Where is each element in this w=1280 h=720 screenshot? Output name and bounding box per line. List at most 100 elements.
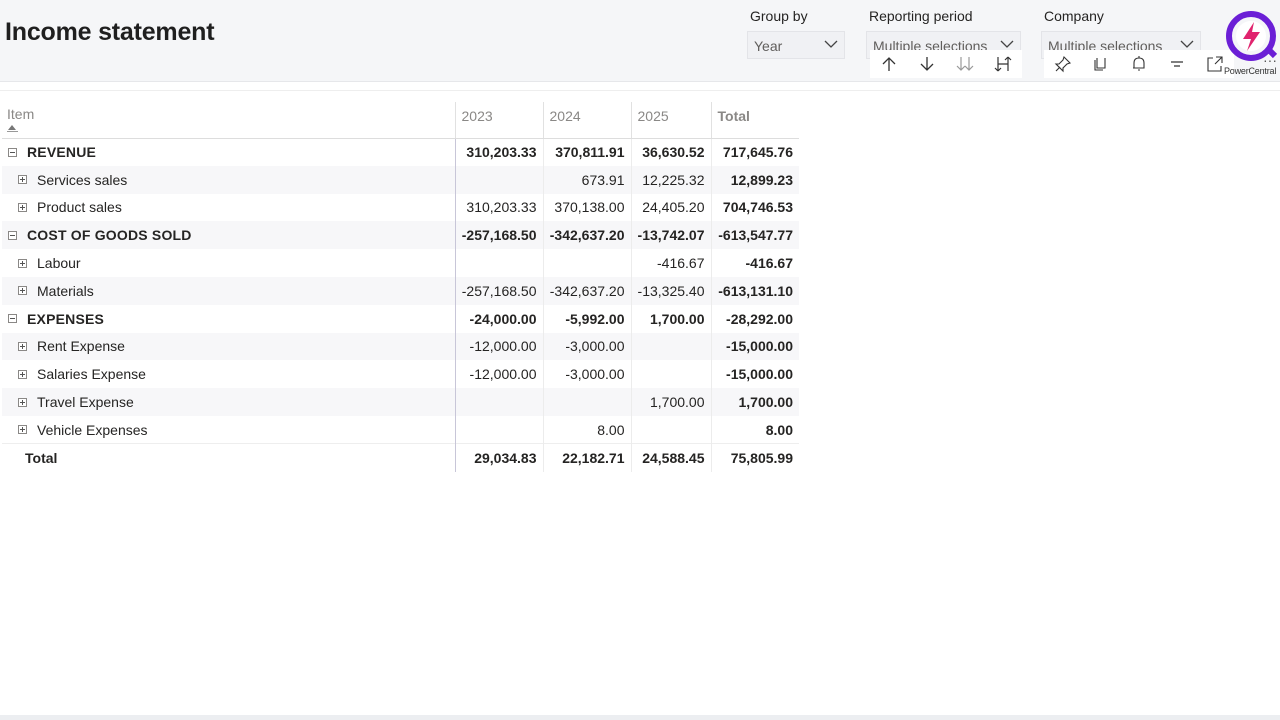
- row-label: Labour: [37, 255, 81, 272]
- value-cell: 12,225.32: [630, 165, 711, 194]
- power-central-logo-icon: [1223, 10, 1279, 76]
- collapse-icon[interactable]: [8, 147, 17, 157]
- row-header: Rent Expense: [2, 332, 455, 361]
- collapse-icon[interactable]: [8, 230, 17, 240]
- row-header: REVENUE: [2, 138, 455, 166]
- drill-down-button[interactable]: [915, 52, 939, 76]
- expand-icon[interactable]: [18, 369, 27, 379]
- expand-icon[interactable]: [18, 425, 27, 435]
- column-header-2024[interactable]: 2024: [542, 102, 631, 139]
- matrix-visual: [0, 90, 1280, 718]
- group-by-label: Group by: [750, 8, 808, 24]
- drill-mode-button[interactable]: [991, 52, 1015, 76]
- filter-button[interactable]: [1165, 52, 1189, 76]
- arrow-down-icon: [920, 57, 934, 71]
- row-header: Salaries Expense: [2, 360, 455, 388]
- group-row: EXPENSES -24,000.00 -5,992.00 1,700.00 -28,2…: [2, 304, 799, 333]
- pin-button[interactable]: [1051, 52, 1075, 76]
- visual-toolbar: [870, 50, 1022, 78]
- group-by-value: Year: [754, 38, 783, 54]
- pin-icon: [1054, 55, 1072, 73]
- grand-total-cell: 75,805.99: [710, 443, 799, 472]
- row-label: Vehicle Expenses: [37, 421, 148, 438]
- table-row: Materials -257,168.50 -342,637.20 -13,325.4…: [2, 276, 799, 305]
- row-label: Rent Expense: [37, 338, 125, 355]
- table-row: Labour -416.67 -416.67: [2, 249, 799, 277]
- focus-mode-icon: [1207, 56, 1223, 72]
- value-cell: 36,630.52: [630, 138, 711, 166]
- value-cell: 24,405.20: [630, 193, 711, 222]
- row-header: Materials: [2, 276, 455, 305]
- row-label: Services sales: [37, 171, 128, 188]
- row-label: Product sales: [37, 199, 122, 216]
- total-row: Total 29,034.83 22,182.71 24,588.45 75,805.9…: [2, 443, 799, 472]
- value-cell: [542, 388, 631, 416]
- income-statement-matrix: Item 2023 2024 2025 Total REVENUE 310,203…: [2, 102, 799, 472]
- column-header-total[interactable]: Total: [710, 102, 799, 139]
- value-cell: 673.91: [542, 165, 631, 194]
- value-cell: -416.67: [630, 249, 711, 277]
- value-cell: 370,811.91: [542, 138, 631, 166]
- value-cell: 370,138.00: [542, 193, 631, 222]
- column-header-2023[interactable]: 2023: [454, 102, 543, 139]
- total-cell: 717,645.76: [710, 138, 799, 166]
- value-cell: -257,168.50: [454, 221, 543, 250]
- value-cell: -3,000.00: [542, 360, 631, 389]
- value-cell: [454, 165, 543, 194]
- expand-icon[interactable]: [18, 341, 27, 351]
- collapse-icon[interactable]: [8, 314, 17, 324]
- reporting-period-label: Reporting period: [869, 8, 973, 24]
- value-cell: [454, 249, 543, 277]
- table-row: Rent Expense -12,000.00 -3,000.00 -15,000.0…: [2, 332, 799, 361]
- group-row: REVENUE 310,203.33 370,811.91 36,630.52 717,…: [2, 138, 799, 166]
- logo-text: PowerCentral: [1224, 66, 1277, 76]
- expand-icon[interactable]: [18, 286, 27, 296]
- value-cell: 310,203.33: [454, 193, 543, 222]
- total-cell: -613,547.77: [710, 221, 799, 250]
- value-cell: [542, 249, 631, 277]
- total-cell: -613,131.10: [710, 276, 799, 305]
- value-cell: -24,000.00: [454, 304, 543, 333]
- alert-icon: [1133, 56, 1145, 71]
- row-label: Travel Expense: [37, 394, 134, 411]
- value-cell: [630, 415, 711, 444]
- alert-button[interactable]: [1127, 52, 1151, 76]
- total-cell: 704,746.53: [710, 193, 799, 222]
- row-label: COST OF GOODS SOLD: [27, 227, 192, 244]
- table-row: Travel Expense 1,700.00 1,700.00: [2, 388, 799, 416]
- row-header: Vehicle Expenses: [2, 416, 455, 444]
- total-cell: 1,700.00: [710, 388, 799, 416]
- focus-mode-button[interactable]: [1203, 52, 1227, 76]
- value-cell: [630, 332, 711, 361]
- value-cell: -12,000.00: [454, 360, 543, 389]
- column-header-2025[interactable]: 2025: [630, 102, 711, 139]
- expand-icon[interactable]: [18, 258, 27, 268]
- chevron-down-icon: [1000, 39, 1014, 49]
- group-row: COST OF GOODS SOLD -257,168.50 -342,637.20…: [2, 221, 799, 250]
- matrix-header-row: Item 2023 2024 2025 Total: [2, 102, 799, 139]
- value-cell: -13,742.07: [630, 221, 711, 250]
- value-cell: 1,700.00: [630, 304, 711, 333]
- grand-total-cell: 29,034.83: [454, 443, 543, 472]
- expand-all-button[interactable]: [953, 52, 977, 76]
- value-cell: 1,700.00: [630, 388, 711, 416]
- total-cell: -15,000.00: [710, 360, 799, 389]
- grand-total-cell: 22,182.71: [542, 443, 631, 472]
- value-cell: -13,325.40: [630, 276, 711, 305]
- value-cell: 8.00: [542, 415, 631, 444]
- drill-up-button[interactable]: [877, 52, 901, 76]
- expand-icon[interactable]: [18, 397, 27, 407]
- total-row-label: Total: [2, 443, 455, 472]
- page-title: Income statement: [5, 18, 215, 46]
- row-label: REVENUE: [27, 144, 97, 161]
- filter-icon: [1171, 61, 1183, 67]
- expand-icon[interactable]: [18, 202, 27, 212]
- column-header-item[interactable]: Item: [2, 102, 455, 139]
- value-cell: [454, 388, 543, 416]
- copy-button[interactable]: [1089, 52, 1113, 76]
- table-row: Services sales 673.91 12,225.32 12,899.23: [2, 165, 799, 194]
- total-cell: -15,000.00: [710, 332, 799, 361]
- expand-icon[interactable]: [18, 175, 27, 185]
- value-cell: -342,637.20: [542, 221, 631, 250]
- group-by-dropdown[interactable]: Year: [747, 31, 845, 59]
